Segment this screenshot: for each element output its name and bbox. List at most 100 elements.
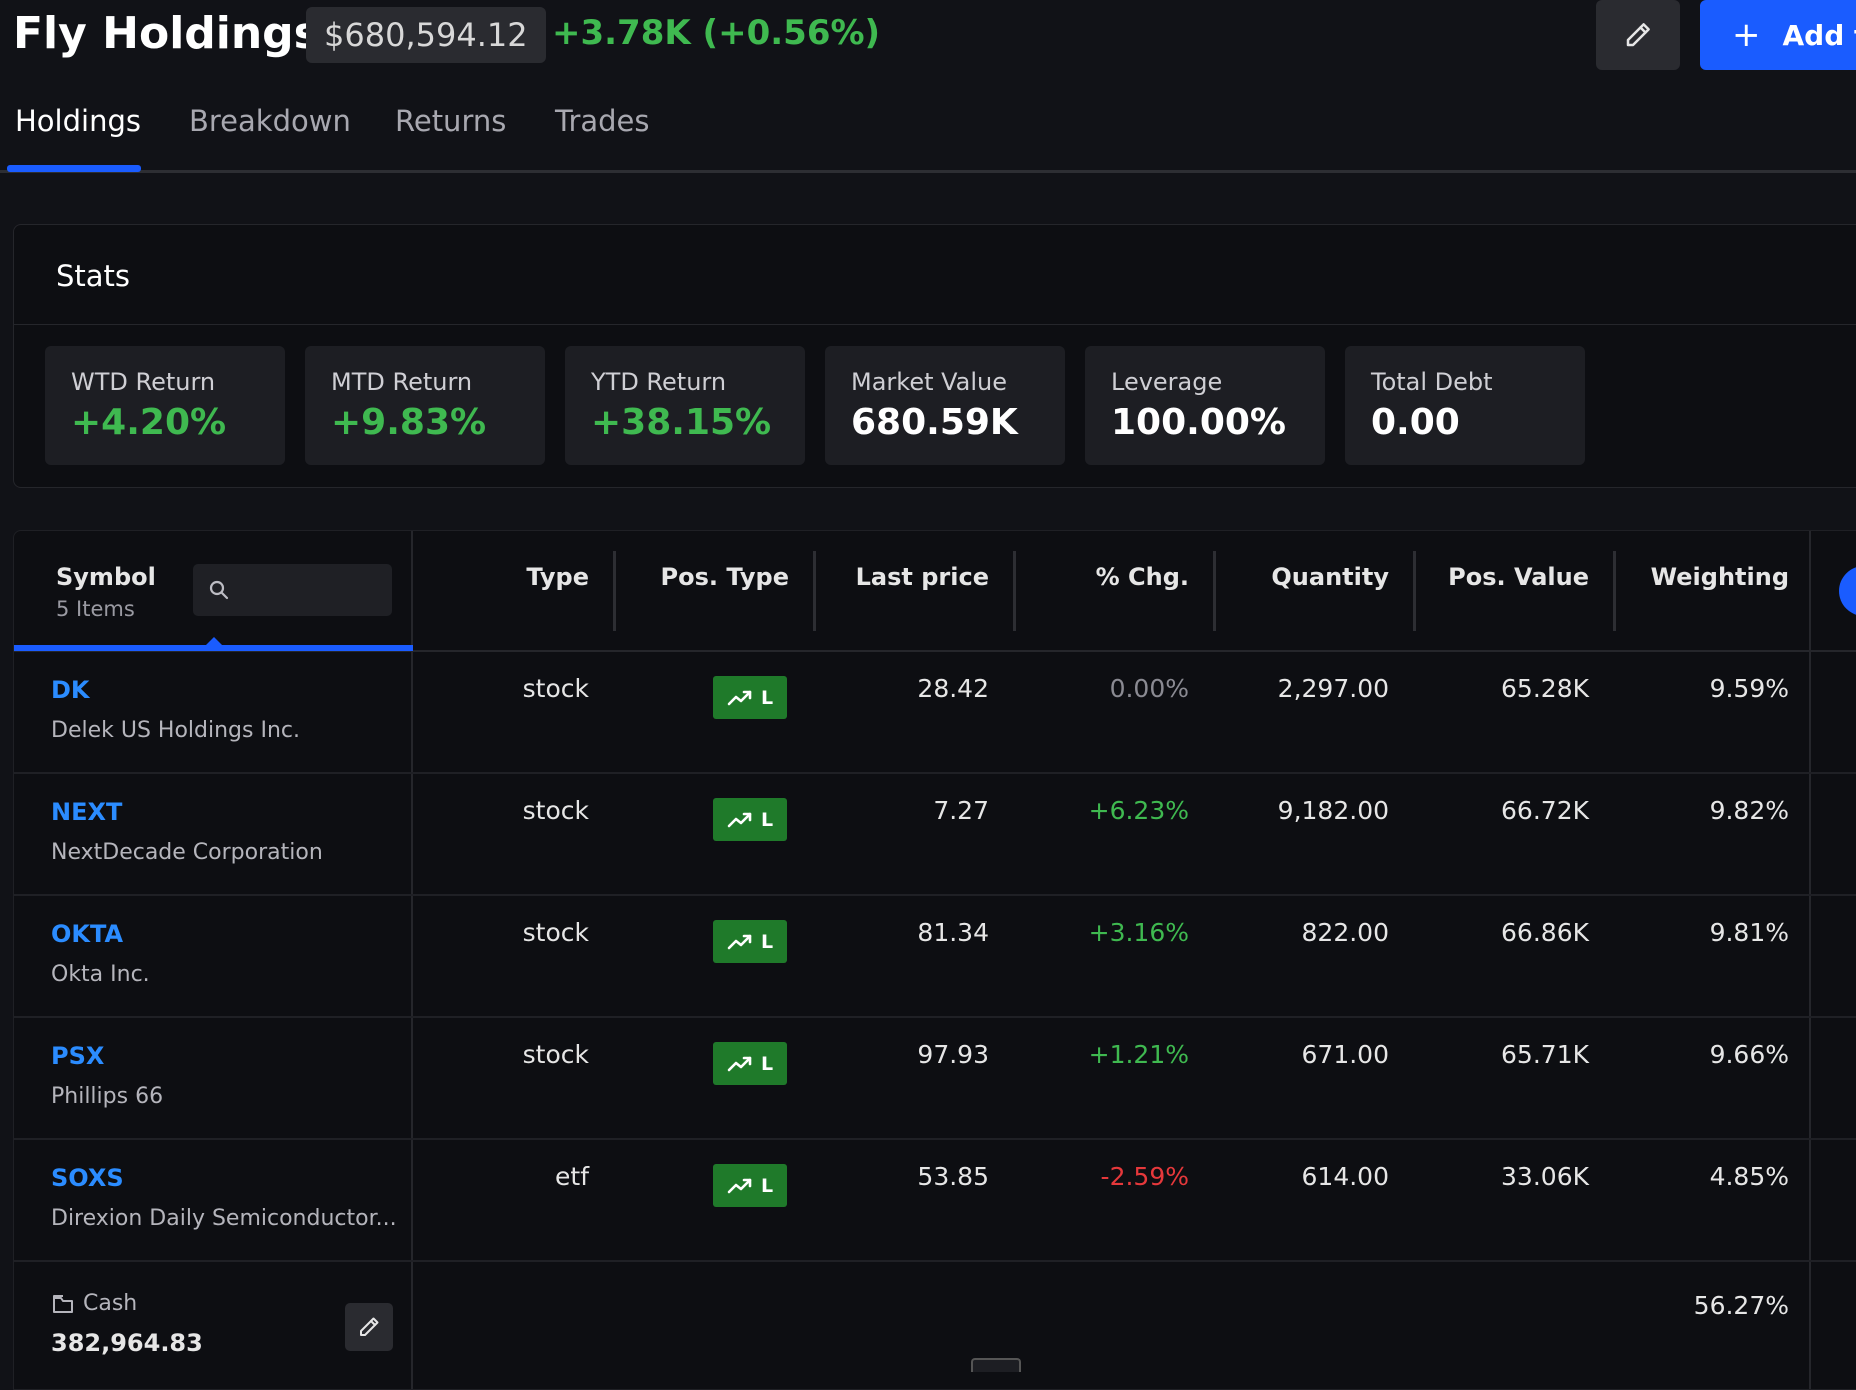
column-resize-handle[interactable]: [1013, 551, 1016, 631]
position-type-label: L: [761, 931, 773, 953]
row-symbol-link[interactable]: NEXT: [51, 798, 122, 826]
pencil-icon: [357, 1315, 381, 1339]
column-header-last-price[interactable]: Last price: [856, 563, 989, 591]
stat-label: Leverage: [1111, 368, 1222, 396]
add-trade-button[interactable]: + Add tra: [1700, 0, 1856, 70]
row-type: stock: [523, 674, 589, 703]
table-row[interactable]: DK Delek US Holdings Inc. stock L 28.42 …: [14, 652, 1856, 774]
symbol-search[interactable]: [193, 564, 392, 616]
search-icon: [207, 578, 231, 602]
stats-panel: Stats WTD Return +4.20% MTD Return +9.83…: [13, 224, 1856, 488]
stat-value: 100.00%: [1111, 402, 1286, 443]
search-input[interactable]: [239, 577, 383, 603]
position-type-label: L: [761, 687, 773, 709]
column-header-symbol[interactable]: Symbol: [56, 563, 156, 591]
page-title: Fly Holdings: [13, 8, 320, 59]
column-header-pct-change[interactable]: % Chg.: [1096, 563, 1189, 591]
position-type-badge: L: [713, 1042, 787, 1085]
table-row[interactable]: OKTA Okta Inc. stock L 81.34 +3.16% 822.…: [14, 896, 1856, 1018]
row-company-name: Delek US Holdings Inc.: [51, 718, 300, 743]
trending-up-icon: [727, 934, 753, 950]
active-tab-indicator: [7, 165, 141, 172]
row-weighting: 9.82%: [1710, 796, 1789, 825]
position-type-badge: L: [713, 676, 787, 719]
item-count: 5 Items: [56, 597, 135, 621]
stat-value: +4.20%: [71, 402, 226, 443]
stat-label: Market Value: [851, 368, 1007, 396]
cash-row: Cash 382,964.83 56.27%: [14, 1265, 1856, 1390]
column-resize-handle[interactable]: [1213, 551, 1216, 631]
row-pct-change: 0.00%: [1110, 674, 1189, 703]
tab-trades[interactable]: Trades: [555, 104, 650, 138]
table-row[interactable]: NEXT NextDecade Corporation stock L 7.27…: [14, 774, 1856, 896]
column-header-pos-value[interactable]: Pos. Value: [1448, 563, 1589, 591]
column-resize-handle[interactable]: [1613, 551, 1616, 631]
column-header-pos-type[interactable]: Pos. Type: [661, 563, 789, 591]
table-row[interactable]: PSX Phillips 66 stock L 97.93 +1.21% 671…: [14, 1018, 1856, 1140]
row-quantity: 822.00: [1302, 918, 1389, 947]
tab-returns[interactable]: Returns: [395, 104, 506, 138]
position-type-badge: L: [713, 920, 787, 963]
stats-title: Stats: [56, 259, 130, 293]
portfolio-header: Fly Holdings $680,594.12 +3.78K (+0.56%)…: [0, 0, 1856, 72]
stat-value: +9.83%: [331, 402, 486, 443]
stat-label: YTD Return: [591, 368, 726, 396]
table-row[interactable]: SOXS Direxion Daily Semiconductor... etf…: [14, 1140, 1856, 1262]
row-company-name: NextDecade Corporation: [51, 840, 323, 865]
row-symbol-link[interactable]: PSX: [51, 1042, 104, 1070]
row-weighting: 9.81%: [1710, 918, 1789, 947]
position-type-badge: L: [713, 1164, 787, 1207]
row-type: etf: [555, 1162, 589, 1191]
row-pos-value: 66.72K: [1501, 796, 1589, 825]
stat-card-wtd-return: WTD Return +4.20%: [45, 346, 285, 465]
cash-weighting: 56.27%: [1694, 1291, 1789, 1320]
stat-card-total-debt: Total Debt 0.00: [1345, 346, 1585, 465]
row-weighting: 4.85%: [1710, 1162, 1789, 1191]
column-header-type[interactable]: Type: [526, 563, 589, 591]
row-pos-value: 66.86K: [1501, 918, 1589, 947]
row-type: stock: [523, 1040, 589, 1069]
column-resize-handle[interactable]: [613, 551, 616, 631]
trending-up-icon: [727, 1056, 753, 1072]
stat-label: WTD Return: [71, 368, 215, 396]
pencil-icon: [1623, 20, 1653, 50]
stats-divider: [14, 324, 1856, 325]
trending-up-icon: [727, 812, 753, 828]
edit-portfolio-button[interactable]: [1596, 0, 1680, 70]
row-symbol-link[interactable]: DK: [51, 676, 90, 704]
row-last-price: 81.34: [917, 918, 989, 947]
row-quantity: 614.00: [1302, 1162, 1389, 1191]
column-header-weighting[interactable]: Weighting: [1651, 563, 1789, 591]
tab-bar: Holdings Breakdown Returns Trades: [0, 92, 1856, 173]
row-weighting: 9.66%: [1710, 1040, 1789, 1069]
sort-caret-icon: [206, 637, 222, 645]
portfolio-change: +3.78K (+0.56%): [552, 13, 880, 53]
stat-label: Total Debt: [1371, 368, 1493, 396]
column-resize-handle[interactable]: [1413, 551, 1416, 631]
row-pos-value: 33.06K: [1501, 1162, 1589, 1191]
column-resize-handle[interactable]: [813, 551, 816, 631]
row-pct-change: -2.59%: [1101, 1162, 1189, 1191]
row-symbol-link[interactable]: SOXS: [51, 1164, 124, 1192]
tab-breakdown[interactable]: Breakdown: [189, 104, 351, 138]
trending-up-icon: [727, 690, 753, 706]
row-symbol-link[interactable]: OKTA: [51, 920, 123, 948]
row-pct-change: +6.23%: [1089, 796, 1189, 825]
tab-holdings[interactable]: Holdings: [15, 104, 141, 138]
stat-label: MTD Return: [331, 368, 472, 396]
position-type-label: L: [761, 1053, 773, 1075]
edit-cash-button[interactable]: [345, 1303, 393, 1351]
scroll-handle[interactable]: [971, 1358, 1021, 1372]
holdings-table: Symbol 5 Items Type Pos. Type Last price…: [13, 530, 1856, 1390]
column-header-quantity[interactable]: Quantity: [1271, 563, 1389, 591]
wallet-icon: [51, 1293, 75, 1315]
stat-card-ytd-return: YTD Return +38.15%: [565, 346, 805, 465]
row-company-name: Okta Inc.: [51, 962, 150, 987]
row-pct-change: +1.21%: [1089, 1040, 1189, 1069]
row-company-name: Direxion Daily Semiconductor...: [51, 1206, 397, 1231]
row-quantity: 2,297.00: [1278, 674, 1389, 703]
row-last-price: 53.85: [917, 1162, 989, 1191]
row-pos-value: 65.28K: [1501, 674, 1589, 703]
plus-icon: +: [1732, 15, 1761, 55]
stat-value: 680.59K: [851, 402, 1018, 443]
